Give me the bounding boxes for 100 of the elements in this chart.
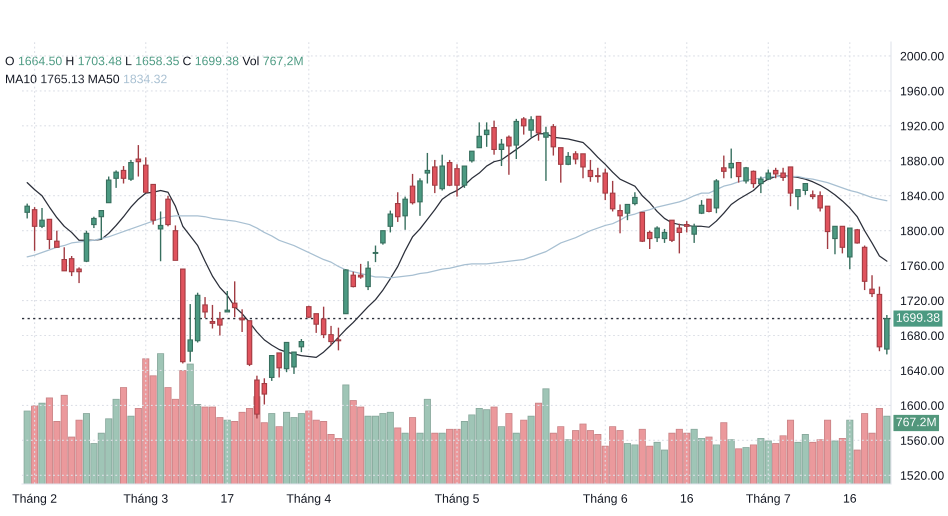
candlestick <box>506 134 512 176</box>
x-tick-label: 16 <box>844 494 856 503</box>
candlestick <box>646 230 652 250</box>
bar <box>498 426 506 484</box>
candlestick <box>536 116 542 142</box>
candlestick <box>98 210 104 240</box>
candlestick <box>424 152 430 184</box>
candlestick <box>313 312 319 334</box>
x-tick-label: 16 <box>680 494 694 503</box>
candlestick <box>632 192 638 206</box>
candlestick <box>410 173 416 206</box>
bar <box>831 440 839 484</box>
candlestick <box>372 244 378 263</box>
candlestick <box>736 162 742 184</box>
candlestick <box>750 170 756 189</box>
candlestick <box>417 178 423 217</box>
candlestick <box>113 170 119 189</box>
candlestick <box>728 148 734 179</box>
bar <box>394 428 402 484</box>
y-tick-label: 1880.00 <box>900 156 944 166</box>
candlestick <box>136 144 142 178</box>
candlestick <box>158 210 164 262</box>
candlestick <box>439 154 445 192</box>
y-tick-label: 1600.00 <box>900 401 944 410</box>
candlestick <box>498 138 504 167</box>
candlestick <box>91 216 97 229</box>
candlestick <box>128 159 134 182</box>
annotation: MA10 1765.13 MA50 1834.32 <box>6 74 167 84</box>
candlestick <box>550 123 556 156</box>
candlestick <box>840 226 846 254</box>
bar <box>750 444 757 484</box>
x-tick-label: Tháng 7 <box>746 494 790 506</box>
candlestick <box>46 218 52 250</box>
candlestick <box>365 260 371 291</box>
bar <box>564 439 572 484</box>
candlestick <box>832 226 838 255</box>
candlestick <box>669 220 675 243</box>
candlestick <box>224 290 230 313</box>
candlestick <box>817 190 823 212</box>
bar <box>342 384 350 484</box>
y-tick-label: 1640.00 <box>900 366 944 375</box>
candlestick <box>462 165 468 189</box>
y-tick-label: 1960.00 <box>900 86 944 96</box>
bar <box>31 405 38 484</box>
candlestick <box>306 305 312 319</box>
candlestick <box>394 192 401 223</box>
candlestick <box>721 154 727 179</box>
bar <box>712 444 720 484</box>
y-tick-label: 1560.00 <box>900 436 944 445</box>
candlestick <box>202 296 208 319</box>
bar <box>742 447 750 484</box>
y-tick-label: 1520.00 <box>900 471 944 480</box>
bar <box>224 420 231 484</box>
ref-line-label: 1699.38 <box>896 313 940 322</box>
y-tick-label: 1720.00 <box>900 296 944 306</box>
candlestick <box>469 150 475 164</box>
candlestick <box>617 204 623 234</box>
candlestick <box>484 122 490 148</box>
bar <box>38 402 46 484</box>
candlestick <box>106 176 112 204</box>
bar <box>505 413 512 484</box>
candlestick <box>358 263 364 280</box>
bar <box>24 410 31 484</box>
bar <box>512 432 520 484</box>
x-tick-label: Tháng 5 <box>434 494 479 506</box>
y-tick-label: 1920.00 <box>900 122 944 130</box>
candlestick <box>610 180 616 212</box>
candlestick <box>61 246 68 272</box>
bar <box>409 417 416 484</box>
candlestick <box>350 271 356 288</box>
candlestick <box>68 255 74 277</box>
candlestick <box>743 166 749 184</box>
candlestick <box>24 202 30 220</box>
bar <box>528 416 535 484</box>
candlestick <box>528 116 534 138</box>
candlestick <box>698 199 704 215</box>
candlestick <box>558 147 564 184</box>
y-tick-label: 1800.00 <box>900 226 944 236</box>
bar <box>735 448 742 484</box>
candlestick <box>232 280 238 318</box>
candlestick <box>432 159 438 194</box>
candlestick <box>268 354 275 382</box>
candlestick <box>869 274 875 298</box>
bar <box>276 426 283 484</box>
candlestick <box>676 222 682 254</box>
bar <box>268 413 276 484</box>
candlestick <box>388 210 394 234</box>
bar <box>520 420 528 484</box>
x-tick-label: Tháng 4 <box>286 494 331 506</box>
x-tick-label: 17 <box>221 494 234 503</box>
candlestick <box>520 116 526 136</box>
candlestick <box>120 165 126 184</box>
bar <box>720 422 728 484</box>
bar <box>535 402 542 484</box>
y-tick-label: 2000.00 <box>900 52 944 61</box>
bar <box>157 353 164 484</box>
candlestick <box>402 196 408 230</box>
candlestick <box>210 304 216 330</box>
x-tick-label: Tháng 3 <box>124 494 168 506</box>
bar <box>883 416 890 484</box>
